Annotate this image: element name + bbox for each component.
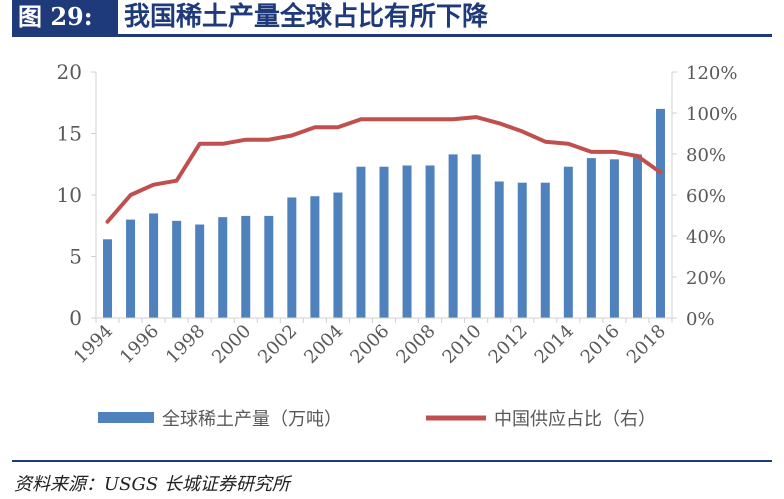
bar-1995 xyxy=(126,219,136,318)
left-tick-label: 0 xyxy=(69,306,82,330)
bar-2011 xyxy=(494,181,504,318)
legend-line-label: 中国供应占比（右） xyxy=(494,409,656,430)
left-tick-label: 20 xyxy=(57,60,82,84)
legend-bar-label: 全球稀土产量（万吨） xyxy=(162,409,342,430)
bar-2013 xyxy=(540,182,550,318)
bar-2017 xyxy=(632,154,642,318)
combo-chart: 0 5 10 15 20 0% 20% 40% 60% 80% 100% 120% 19941996… xyxy=(57,60,738,430)
x-tick-label-2014: 2014 xyxy=(531,321,578,368)
x-tick-label-2012: 2012 xyxy=(485,321,532,368)
x-tick-label-2016: 2016 xyxy=(577,321,624,368)
right-tick-label: 0% xyxy=(686,309,715,330)
left-tick-label: 5 xyxy=(69,245,82,269)
bar-2007 xyxy=(402,165,412,318)
figure-number: 图 29: xyxy=(12,0,118,34)
bar-2005 xyxy=(356,166,366,318)
right-tick-label: 60% xyxy=(686,186,726,207)
bar-2001 xyxy=(264,215,274,318)
right-tick-label: 20% xyxy=(686,268,726,289)
chart-area: 0 5 10 15 20 0% 20% 40% 60% 80% 100% 120% 1994 1996… xyxy=(0,40,784,460)
x-tick-label-2002: 2002 xyxy=(254,321,301,368)
bar-2010 xyxy=(471,154,481,318)
bar-2009 xyxy=(448,154,458,318)
footer-rule xyxy=(12,460,772,462)
legend: 全球稀土产量（万吨） 中国供应占比（右） xyxy=(98,409,656,430)
x-tick-label-2006: 2006 xyxy=(346,321,393,368)
bar-2004 xyxy=(333,192,343,318)
right-tick-label: 120% xyxy=(686,63,737,84)
x-tick-label-2000: 2000 xyxy=(208,321,255,368)
bar-1994 xyxy=(103,239,113,318)
bar-series xyxy=(103,108,665,319)
x-tick-label-1996: 1996 xyxy=(116,321,163,368)
bar-2000 xyxy=(241,215,251,318)
x-tick-label-2018: 2018 xyxy=(623,321,670,368)
x-tick-label-2010: 2010 xyxy=(438,321,485,368)
line-series xyxy=(105,115,663,224)
bar-1998 xyxy=(195,224,205,318)
bar-2006 xyxy=(379,166,389,318)
bar-2002 xyxy=(287,197,297,318)
bar-1999 xyxy=(218,217,228,318)
bar-1997 xyxy=(172,220,182,318)
source-note: 资料来源：USGS 长城证券研究所 xyxy=(14,474,290,495)
x-axis-labels: 1994199619982000200220042006200820102012… xyxy=(70,321,670,368)
right-axis-labels: 0% 20% 40% 60% 80% 100% 120% xyxy=(686,63,737,330)
right-tick-label: 40% xyxy=(686,227,726,248)
bar-2018 xyxy=(655,108,665,319)
legend-bar-swatch xyxy=(98,412,154,423)
left-tick-label: 15 xyxy=(57,122,82,146)
bar-1996 xyxy=(149,213,159,318)
right-tick-label: 80% xyxy=(686,145,726,166)
bar-2015 xyxy=(586,158,596,318)
bar-2008 xyxy=(425,165,435,318)
axes xyxy=(91,71,677,323)
bar-2016 xyxy=(609,159,619,318)
figure-title: 我国稀土产量全球占比有所下降 xyxy=(124,2,489,32)
right-tick-label: 100% xyxy=(686,104,737,125)
x-tick-label-1998: 1998 xyxy=(162,321,209,368)
figure-header: 图 29: 我国稀土产量全球占比有所下降 xyxy=(12,0,772,37)
bar-2012 xyxy=(517,182,527,318)
x-tick-label-2004: 2004 xyxy=(300,321,347,368)
left-tick-label: 10 xyxy=(57,183,82,207)
bar-2003 xyxy=(310,196,320,318)
left-axis-labels: 0 5 10 15 20 xyxy=(57,60,82,330)
x-tick-label-2008: 2008 xyxy=(392,321,439,368)
bar-2014 xyxy=(563,166,573,318)
